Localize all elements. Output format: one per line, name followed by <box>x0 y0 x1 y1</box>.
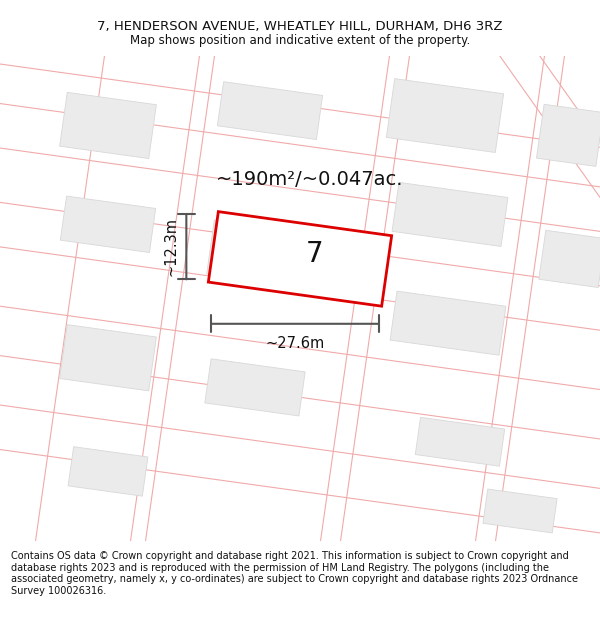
Polygon shape <box>206 220 313 288</box>
Text: 7: 7 <box>306 240 324 268</box>
Polygon shape <box>386 79 503 152</box>
Polygon shape <box>483 489 557 533</box>
Polygon shape <box>59 324 157 391</box>
Polygon shape <box>59 92 157 159</box>
Polygon shape <box>392 182 508 246</box>
Text: ~12.3m: ~12.3m <box>163 217 178 276</box>
Polygon shape <box>539 230 600 288</box>
Text: Contains OS data © Crown copyright and database right 2021. This information is : Contains OS data © Crown copyright and d… <box>11 551 578 596</box>
Polygon shape <box>61 196 155 252</box>
Text: 7, HENDERSON AVENUE, WHEATLEY HILL, DURHAM, DH6 3RZ: 7, HENDERSON AVENUE, WHEATLEY HILL, DURH… <box>97 20 503 32</box>
Polygon shape <box>415 418 505 466</box>
Polygon shape <box>68 447 148 496</box>
Polygon shape <box>208 212 392 306</box>
Text: ~190m²/~0.047ac.: ~190m²/~0.047ac. <box>216 171 404 189</box>
Text: ~27.6m: ~27.6m <box>265 336 325 351</box>
Polygon shape <box>390 291 506 355</box>
Polygon shape <box>217 82 323 139</box>
Polygon shape <box>205 359 305 416</box>
Polygon shape <box>536 104 600 166</box>
Text: Map shows position and indicative extent of the property.: Map shows position and indicative extent… <box>130 34 470 47</box>
